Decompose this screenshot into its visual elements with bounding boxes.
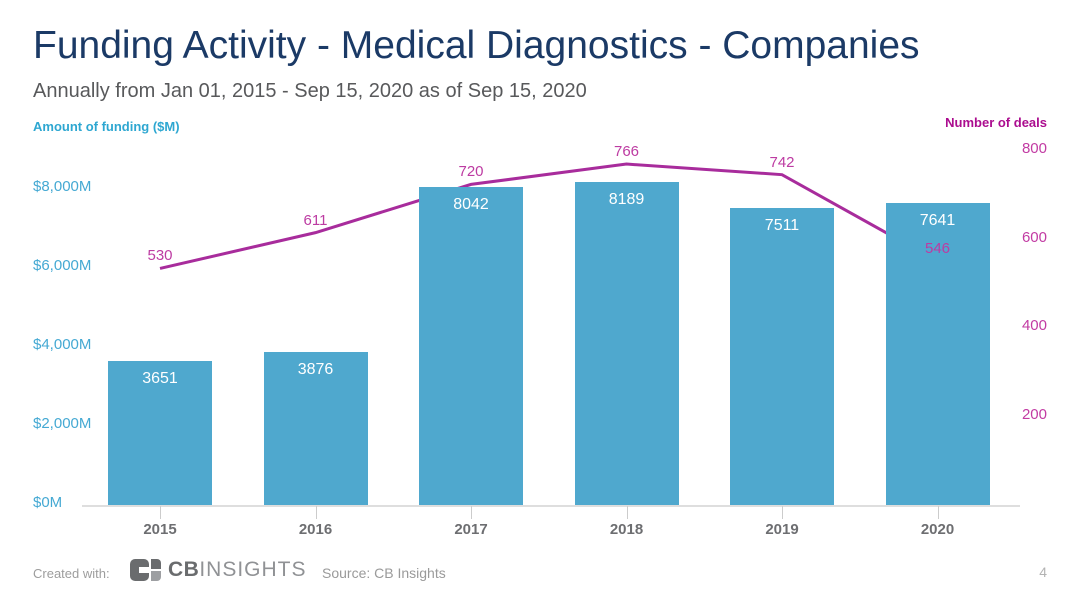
bar-value-label: 8042 (453, 196, 489, 214)
x-axis-year-label: 2017 (454, 521, 488, 538)
right-axis-tick-label: 200 (1021, 405, 1047, 423)
bar-value-label: 7641 (919, 212, 956, 230)
x-axis-tick-mark (626, 506, 628, 519)
x-axis-year-label: 2020 (920, 521, 955, 538)
x-axis-tick-mark (782, 506, 783, 519)
left-axis-tick-label: $6,000M (33, 257, 92, 274)
x-axis-year-label: 2016 (298, 521, 333, 538)
created-with-label: Created with: (33, 566, 110, 581)
left-axis-title: Amount of funding ($M) (33, 119, 180, 134)
line-point-label: 720 (458, 163, 484, 181)
logo-text-insights: INSIGHTS (199, 558, 307, 581)
cbinsights-logo: CB INSIGHTS (130, 558, 307, 582)
x-axis-tick-mark (471, 506, 472, 519)
line-point-label: 766 (613, 143, 640, 161)
cbinsights-logo-icon (130, 559, 161, 581)
line-point-label: 546 (924, 240, 951, 258)
right-axis-tick-label: 600 (1021, 228, 1047, 246)
line-point-label: 742 (769, 153, 795, 171)
funding-bar[interactable] (108, 360, 212, 505)
bar-value-label: 3876 (297, 360, 334, 378)
x-axis-tick-mark (160, 506, 161, 519)
line-point-label: 611 (303, 211, 328, 229)
page-subtitle: Annually from Jan 01, 2015 - Sep 15, 202… (33, 80, 587, 102)
right-axis-tick-label: 800 (1021, 140, 1047, 157)
funding-bar[interactable] (730, 208, 834, 505)
left-axis-tick-label: $8,000M (33, 178, 92, 195)
funding-bar[interactable] (885, 203, 990, 505)
page-number: 4 (1039, 564, 1047, 580)
page-title: Funding Activity - Medical Diagnostics -… (33, 24, 920, 67)
left-axis-tick-label: $2,000M (33, 415, 92, 432)
line-point-label: 530 (147, 247, 173, 265)
x-axis-tick-mark (315, 506, 317, 519)
x-axis-year-label: 2018 (609, 521, 644, 538)
left-axis-tick-label: $4,000M (33, 336, 92, 353)
logo-text-cb: CB (168, 558, 200, 581)
right-axis-title: Number of deals (945, 115, 1047, 130)
bar-value-label: 8189 (608, 190, 645, 208)
right-axis-tick-label: 400 (1021, 317, 1047, 334)
bar-value-label: 7511 (764, 217, 800, 235)
x-axis-year-label: 2015 (143, 521, 177, 538)
funding-bar[interactable] (263, 351, 368, 505)
x-axis-year-label: 2019 (765, 521, 799, 538)
left-axis-tick-label: $0M (33, 494, 63, 511)
x-axis-tick-mark (937, 506, 939, 519)
source-label: Source: CB Insights (322, 565, 446, 581)
bar-value-label: 3651 (142, 369, 178, 387)
funding-bar[interactable] (574, 181, 679, 505)
deals-line[interactable] (159, 162, 939, 270)
funding-bar[interactable] (419, 187, 523, 505)
x-axis-line (82, 505, 1020, 507)
